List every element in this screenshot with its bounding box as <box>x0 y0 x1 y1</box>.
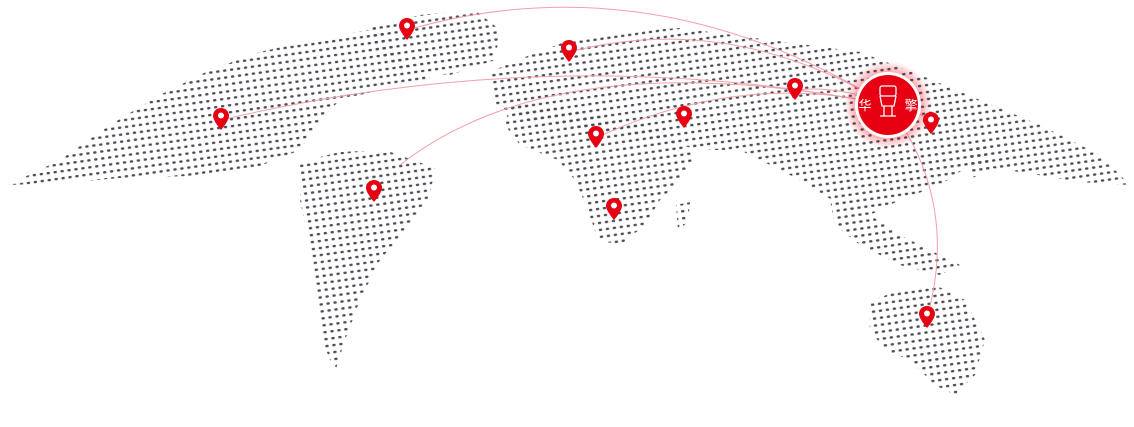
japan <box>965 145 990 178</box>
continents <box>8 10 1130 395</box>
logo-char-left: 华 <box>858 99 871 114</box>
arc-greenland <box>406 6 889 106</box>
north-america <box>8 28 430 185</box>
raised-fist-icon <box>879 85 897 117</box>
arc-europe <box>568 38 889 106</box>
australia <box>868 285 985 395</box>
eurasia <box>490 28 1130 215</box>
southeast-asia-islands <box>830 200 960 275</box>
madagascar <box>676 202 690 230</box>
south-america <box>300 150 435 372</box>
logo-char-right: 擎 <box>904 99 917 114</box>
hub-logo[interactable]: 华 擎 <box>844 61 932 149</box>
africa <box>505 105 695 245</box>
